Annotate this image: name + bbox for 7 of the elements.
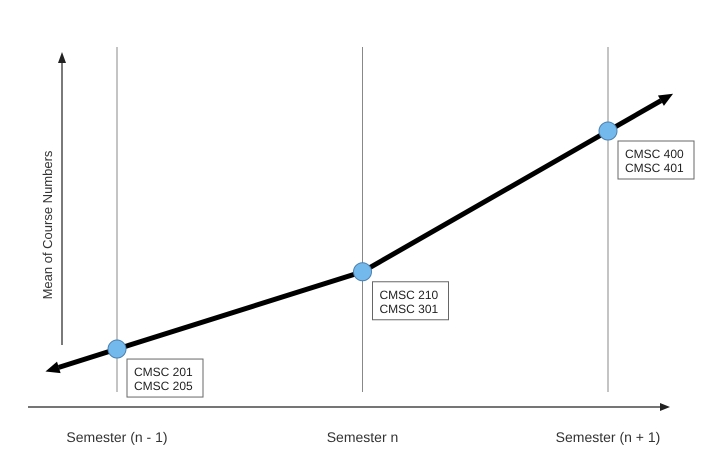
annotation: CMSC 201 CMSC 205	[134, 365, 194, 394]
annotation: CMSC 210 CMSC 301	[380, 288, 439, 316]
x-tick-label: Semester (n + 1)	[556, 429, 660, 445]
x-tick-label: Semester (n - 1)	[66, 429, 168, 445]
y-axis-title: Mean of Course Numbers	[40, 150, 55, 300]
annotation: CMSC 400 CMSC 401	[625, 147, 684, 175]
x-tick-label: Semester n	[326, 429, 398, 445]
